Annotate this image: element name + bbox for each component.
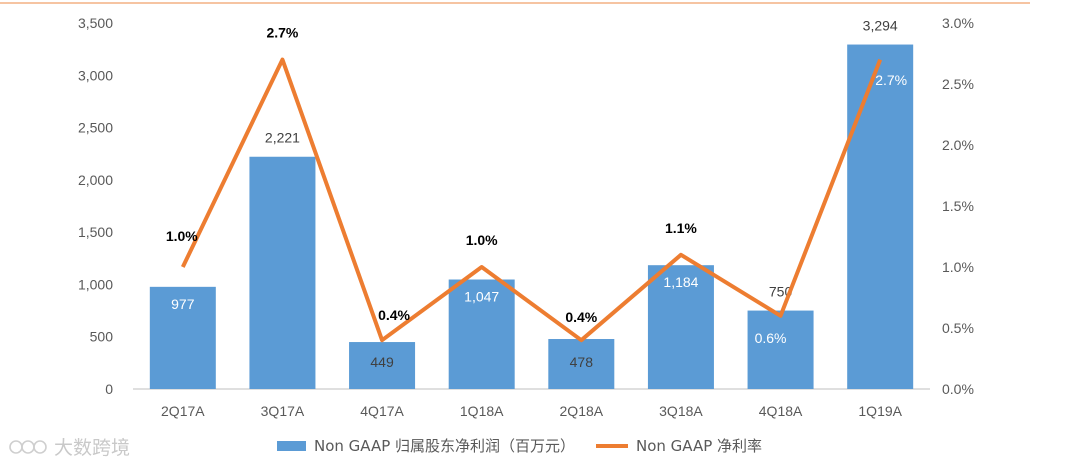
y-right-tick-label: 2.0% [942,137,974,153]
line-data-label: 1.1% [665,220,697,236]
y-left-tick-label: 1,500 [78,224,113,240]
bar-data-label: 977 [171,296,195,312]
line-data-label: 0.6% [755,330,787,346]
y-left-tick-label: 500 [90,329,114,345]
y-right-tick-label: 0.0% [942,381,974,397]
x-tick-label: 4Q18A [759,403,803,419]
legend: Non GAAP 归属股东净利润（百万元） Non GAAP 净利率 [277,437,762,455]
x-tick-label: 1Q18A [460,403,504,419]
bar-data-label: 1,047 [464,289,499,305]
bar-data-label: 449 [370,354,394,370]
bar-data-label: 1,184 [663,274,698,290]
x-axis-tick-labels: 2Q17A 3Q17A 4Q17A 1Q18A 2Q18A 3Q18A 4Q18A 1Q19A [161,403,903,419]
y-right-tick-label: 1.0% [942,259,974,275]
bar [349,342,416,389]
x-tick-label: 3Q18A [659,403,703,419]
watermark-text: 大数跨境 [54,437,130,459]
line-data-label: 2.7% [875,72,907,88]
bar-series [149,44,914,389]
x-tick-label: 4Q17A [360,403,404,419]
y-right-tick-label: 2.5% [942,76,974,92]
legend-bar-swatch [277,441,306,451]
y-right-axis: 0.0% 0.5% 1.0% 1.5% 2.0% 2.5% 3.0% [942,15,974,397]
watermark-logo-icon [9,440,47,454]
x-tick-label: 2Q18A [560,403,604,419]
watermark: 大数跨境 [9,437,130,459]
line-data-label: 0.4% [378,307,410,323]
legend-bar-label: Non GAAP 归属股东净利润（百万元） [314,437,575,455]
y-right-tick-label: 3.0% [942,15,974,31]
line-data-label: 1.0% [166,228,198,244]
bar-data-label: 3,294 [863,18,898,34]
y-left-tick-label: 3,500 [78,15,113,31]
line-data-labels: 1.0% 2.7% 0.4% 1.0% 0.4% 1.1% 0.6% 2.7% [166,25,907,346]
legend-line-label: Non GAAP 净利率 [636,437,762,455]
line-path [181,57,883,343]
bar [448,279,515,389]
x-tick-label: 3Q17A [261,403,305,419]
bar [747,310,814,389]
line-data-label: 1.0% [466,232,498,248]
y-left-tick-label: 2,500 [78,120,113,136]
bar [548,339,615,389]
y-right-tick-label: 1.5% [942,198,974,214]
x-tick-label: 1Q19A [858,403,902,419]
line-series [181,57,883,343]
y-left-tick-label: 0 [105,381,113,397]
y-left-tick-label: 2,000 [78,172,113,188]
x-tick-label: 2Q17A [161,403,205,419]
line-data-label: 0.4% [565,309,597,325]
bar [149,286,216,389]
bar [647,265,714,389]
bar-data-label: 2,221 [265,130,300,146]
bar [847,44,914,389]
y-left-axis: 0 500 1,000 1,500 2,000 2,500 3,000 3,500 [78,15,113,397]
y-right-tick-label: 0.5% [942,320,974,336]
line-data-label: 2.7% [266,25,298,41]
bar [249,156,316,389]
y-left-tick-label: 1,000 [78,276,113,292]
y-left-tick-label: 3,000 [78,67,113,83]
bar-data-label: 478 [570,354,594,370]
